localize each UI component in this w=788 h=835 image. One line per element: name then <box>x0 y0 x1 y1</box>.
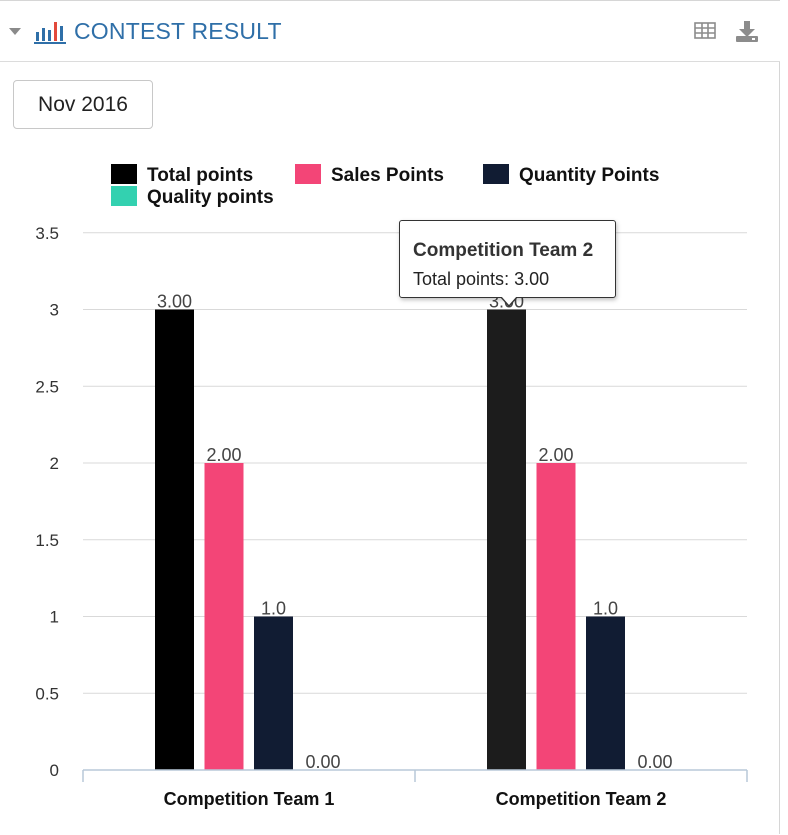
tooltip-pointer-fill <box>501 296 517 305</box>
y-tick-label: 0 <box>50 761 59 780</box>
tooltip-series-name: Total points <box>413 269 505 289</box>
bar-2-2 <box>536 463 576 770</box>
y-tick-label: 1.5 <box>35 531 59 550</box>
bar-chart-icon <box>34 22 66 44</box>
legend-swatch-4 <box>111 186 137 206</box>
legend-swatch-2 <box>295 164 321 184</box>
data-label: 1.0 <box>261 599 286 619</box>
tooltip-line: Total points: 3.00 <box>413 269 549 290</box>
x-axis: Competition Team 1 Competition Team 2 <box>82 769 748 809</box>
chart-bars: 3.002.001.00.003.002.001.00.00 <box>155 292 673 772</box>
x-category-label: Competition Team 1 <box>164 789 335 809</box>
bar-2-1 <box>487 309 526 770</box>
data-label: 3.00 <box>157 292 192 312</box>
bar-2-3 <box>586 616 625 770</box>
table-view-icon[interactable] <box>694 21 716 41</box>
legend-label-2: Sales Points <box>331 165 444 186</box>
x-category-label: Competition Team 2 <box>496 789 667 809</box>
data-label: 2.00 <box>538 445 573 465</box>
y-tick-label: 1 <box>50 608 59 627</box>
legend-label-3: Quantity Points <box>519 165 659 186</box>
data-label: 2.00 <box>206 445 241 465</box>
bar-1-1 <box>155 309 194 770</box>
tooltip-title: Competition Team 2 <box>413 240 594 261</box>
legend-label-4: Quality points <box>147 187 274 208</box>
y-axis: 0 0.5 1 1.5 2 2.5 3 3.5 <box>35 224 59 780</box>
data-label: 0.00 <box>305 752 340 772</box>
panel-header: CONTEST RESULT <box>0 1 780 62</box>
tooltip-value: 3.00 <box>514 269 550 289</box>
y-tick-label: 2.5 <box>35 377 59 396</box>
y-tick-label: 0.5 <box>35 684 59 703</box>
y-tick-label: 3 <box>50 301 59 320</box>
data-label: 0.00 <box>637 752 672 772</box>
y-tick-label: 3.5 <box>35 224 59 243</box>
legend-swatch-3 <box>483 164 509 184</box>
panel-title: CONTEST RESULT <box>74 18 282 44</box>
collapse-caret-icon[interactable] <box>9 28 21 35</box>
download-icon[interactable] <box>735 21 759 43</box>
chart-tooltip: Competition Team 2 Total points: 3.00 <box>399 220 616 298</box>
contest-result-chart: Total points Sales Points Quantity Points Q… <box>35 164 748 809</box>
period-selector-button[interactable]: Nov 2016 <box>13 80 153 129</box>
tooltip-separator: : <box>504 269 515 289</box>
y-tick-label: 2 <box>50 454 59 473</box>
chart-legend: Total points Sales Points Quantity Points Q… <box>111 164 659 208</box>
legend-swatch-1 <box>111 164 137 184</box>
bar-1-3 <box>254 616 293 770</box>
data-label: 1.0 <box>593 599 618 619</box>
legend-label-1: Total points <box>147 165 253 186</box>
bar-1-2 <box>204 463 244 770</box>
